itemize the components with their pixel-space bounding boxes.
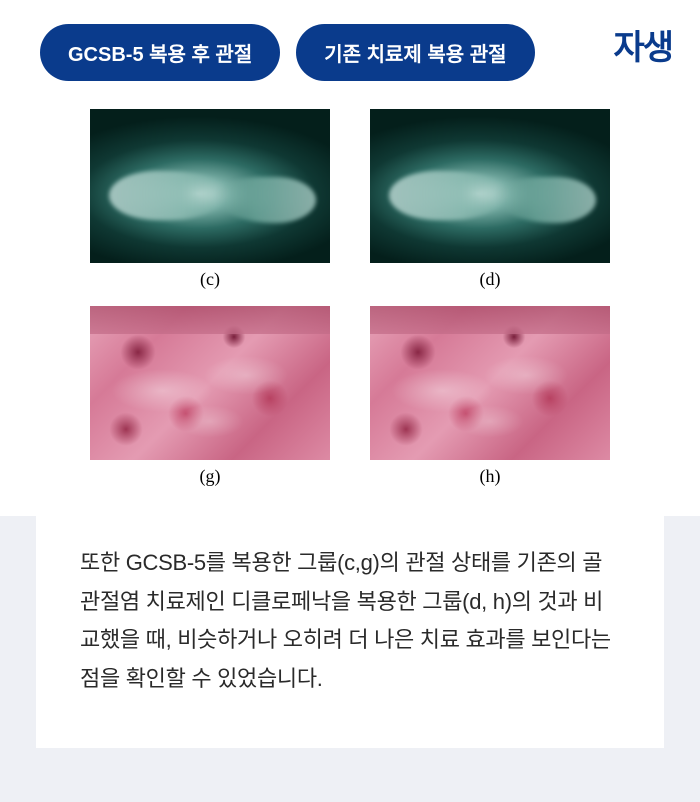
caption-g: (g) (200, 466, 221, 487)
caption-c: (c) (200, 269, 220, 290)
figure-row-2: (g) (h) (40, 306, 660, 487)
body-paragraph: 또한 GCSB-5를 복용한 그룹(c,g)의 관절 상태를 기존의 골관절염 … (80, 544, 620, 698)
histology-image-h (370, 306, 610, 460)
histology-image-g (90, 306, 330, 460)
pill-right: 기존 치료제 복용 관절 (296, 24, 534, 81)
figure-c: (c) (90, 109, 330, 290)
header-row: GCSB-5 복용 후 관절 기존 치료제 복용 관절 자생 (0, 0, 700, 97)
text-card: 또한 GCSB-5를 복용한 그룹(c,g)의 관절 상태를 기존의 골관절염 … (36, 498, 664, 748)
caption-h: (h) (480, 466, 501, 487)
brand-logo: 자생 (613, 20, 672, 69)
figure-g: (g) (90, 306, 330, 487)
caption-d: (d) (480, 269, 501, 290)
figure-grid: (c) (d) (g) (h) (0, 97, 700, 511)
xray-image-c (90, 109, 330, 263)
figure-h: (h) (370, 306, 610, 487)
xray-image-d (370, 109, 610, 263)
bottom-section: 또한 GCSB-5를 복용한 그룹(c,g)의 관절 상태를 기존의 골관절염 … (0, 516, 700, 802)
figure-row-1: (c) (d) (40, 109, 660, 290)
figure-d: (d) (370, 109, 610, 290)
pill-left: GCSB-5 복용 후 관절 (40, 24, 280, 81)
